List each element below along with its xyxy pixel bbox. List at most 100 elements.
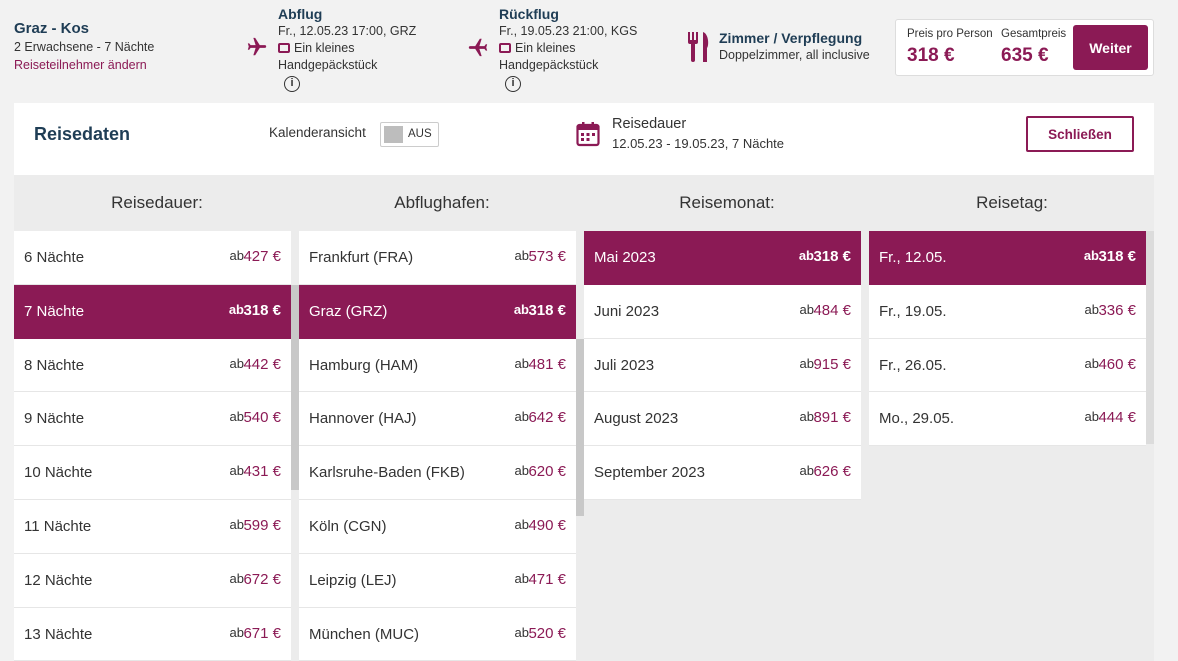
option-label: August 2023: [594, 410, 679, 428]
outbound-baggage-type: Handgepäckstück: [278, 58, 378, 72]
travel-day-scrollbar[interactable]: [1146, 231, 1154, 444]
toggle-text: AUS: [408, 128, 432, 140]
duration-scrollbar[interactable]: [291, 285, 299, 490]
room-board: Zimmer / Verpflegung Doppelzimmer, all i…: [719, 30, 870, 62]
travel-month-option[interactable]: September 2023 ab 626 €: [584, 446, 861, 500]
option-label: Graz (GRZ): [309, 302, 388, 320]
travel-month-option[interactable]: Mai 2023 ab 318 €: [584, 231, 861, 285]
departure-airport-option[interactable]: Karlsruhe-Baden (FKB) ab 620 €: [299, 446, 576, 500]
return-baggage-text: Ein kleines: [515, 41, 576, 55]
option-label: Juli 2023: [594, 356, 655, 374]
change-travellers-link[interactable]: Reiseteilnehmer ändern: [14, 58, 147, 72]
option-price: 318 €: [1098, 248, 1136, 265]
price-prefix: ab: [799, 301, 814, 317]
duration-option[interactable]: 7 Nächte ab 318 €: [14, 284, 291, 339]
price-prefix: ab: [229, 516, 244, 532]
option-price: 484 €: [813, 301, 851, 319]
duration-option[interactable]: 11 Nächte ab 599 €: [14, 499, 291, 554]
price-prefix: ab: [514, 248, 529, 263]
option-label: München (MUC): [309, 625, 420, 643]
price-prefix: ab: [1084, 409, 1099, 425]
option-price: 471 €: [528, 570, 566, 588]
option-price: 626 €: [813, 463, 851, 481]
departure-airport-option[interactable]: Hannover (HAJ) ab 642 €: [299, 392, 576, 447]
travel-month-option[interactable]: Juni 2023 ab 484 €: [584, 284, 861, 339]
travel-day-option[interactable]: Fr., 12.05. ab 318 €: [869, 231, 1146, 285]
close-button[interactable]: Schließen: [1026, 116, 1134, 152]
travel-day-option[interactable]: Fr., 19.05. ab 336 €: [869, 284, 1146, 339]
per-person-label: Preis pro Person: [907, 28, 993, 40]
toggle-knob: [384, 126, 403, 143]
duration-option[interactable]: 8 Nächte ab 442 €: [14, 338, 291, 393]
option-label: Fr., 19.05.: [879, 302, 947, 320]
travel-month-list: Mai 2023 ab 318 € Juni 2023 ab 484 € Juli 2023…: [584, 231, 861, 500]
duration-option[interactable]: 13 Nächte ab 671 €: [14, 607, 291, 661]
price-prefix: ab: [229, 624, 244, 640]
price-prefix: ab: [229, 570, 244, 586]
duration-list: 6 Nächte ab 427 €7 Nächte ab 318 €8 Nächte ab…: [14, 231, 291, 661]
travel-dates-selector: Reisedauer: Abflughafen: Reisemonat: Rei…: [14, 175, 1154, 661]
price-prefix: ab: [514, 463, 529, 479]
option-label: Mo., 29.05.: [879, 410, 955, 428]
option-label: Mai 2023: [594, 249, 656, 266]
calendar-icon: [576, 122, 600, 147]
column-heading-departure-airport: Abflughafen:: [394, 193, 490, 212]
bag-icon: [499, 43, 511, 53]
duration-option[interactable]: 9 Nächte ab 540 €: [14, 392, 291, 447]
option-price: 520 €: [528, 624, 566, 642]
outbound-flight: Abflug Fr., 12.05.23 17:00, GRZ Ein klei…: [278, 6, 416, 92]
room-description: Doppelzimmer, all inclusive: [719, 48, 870, 62]
price-prefix: ab: [514, 516, 529, 532]
travel-month-option[interactable]: August 2023 ab 891 €: [584, 392, 861, 447]
price-prefix: ab: [799, 355, 814, 371]
price-prefix: ab: [514, 355, 529, 371]
departure-airport-option[interactable]: München (MUC) ab 520 €: [299, 607, 576, 661]
outbound-plane-icon: [247, 37, 267, 56]
duration-option[interactable]: 12 Nächte ab 672 €: [14, 553, 291, 608]
option-price: 891 €: [813, 409, 851, 427]
departure-airport-option[interactable]: Frankfurt (FRA) ab 573 €: [299, 231, 576, 285]
column-heading-travel-month: Reisemonat:: [679, 193, 775, 212]
option-price: 672 €: [243, 570, 281, 588]
travel-dates-panel-header: Reisedaten Kalenderansicht AUS Reisedaue…: [14, 103, 1154, 175]
panel-title: Reisedaten: [34, 124, 131, 144]
option-label: 11 Nächte: [24, 517, 92, 535]
departure-airport-option[interactable]: Leipzig (LEJ) ab 471 €: [299, 553, 576, 608]
option-price: 444 €: [1098, 409, 1136, 427]
duration-option[interactable]: 6 Nächte ab 427 €: [14, 231, 291, 285]
option-label: Hamburg (HAM): [309, 356, 419, 374]
option-label: Köln (CGN): [309, 517, 387, 535]
option-label: Leipzig (LEJ): [309, 571, 397, 589]
option-price: 540 €: [243, 409, 281, 427]
outbound-info-icon[interactable]: i: [284, 76, 300, 92]
option-label: Juni 2023: [594, 302, 660, 320]
price-prefix: ab: [799, 463, 814, 479]
departure-airport-option[interactable]: Köln (CGN) ab 490 €: [299, 499, 576, 554]
price-prefix: ab: [1084, 355, 1099, 371]
return-info-icon[interactable]: i: [505, 76, 521, 92]
travel-day-option[interactable]: Fr., 26.05. ab 460 €: [869, 338, 1146, 393]
option-price: 573 €: [528, 248, 566, 265]
option-label: September 2023: [594, 464, 705, 482]
price-prefix: ab: [229, 409, 244, 425]
option-label: 7 Nächte: [24, 302, 85, 320]
departure-airport-option[interactable]: Graz (GRZ) ab 318 €: [299, 284, 576, 339]
departure-airport-scrollbar[interactable]: [576, 339, 584, 516]
price-prefix: ab: [229, 248, 244, 263]
calendar-view-toggle[interactable]: AUS: [380, 122, 439, 147]
option-price: 642 €: [528, 409, 566, 427]
option-label: 9 Nächte: [24, 410, 85, 428]
travel-day-option[interactable]: Mo., 29.05. ab 444 €: [869, 392, 1146, 447]
total-label: Gesamtpreis: [1001, 28, 1067, 40]
bag-icon: [278, 43, 290, 53]
travel-duration-summary: Reisedauer 12.05.23 - 19.05.23, 7 Nächte: [612, 116, 784, 151]
continue-button[interactable]: Weiter: [1073, 25, 1148, 70]
departure-airport-option[interactable]: Hamburg (HAM) ab 481 €: [299, 338, 576, 393]
duration-option[interactable]: 10 Nächte ab 431 €: [14, 446, 291, 500]
option-label: 6 Nächte: [24, 249, 85, 266]
option-label: 8 Nächte: [24, 356, 85, 374]
return-baggage: Ein kleines: [499, 41, 637, 56]
outbound-baggage-text: Ein kleines: [294, 41, 355, 55]
trip-travellers: 2 Erwachsene - 7 Nächte: [14, 40, 155, 54]
travel-month-option[interactable]: Juli 2023 ab 915 €: [584, 338, 861, 393]
